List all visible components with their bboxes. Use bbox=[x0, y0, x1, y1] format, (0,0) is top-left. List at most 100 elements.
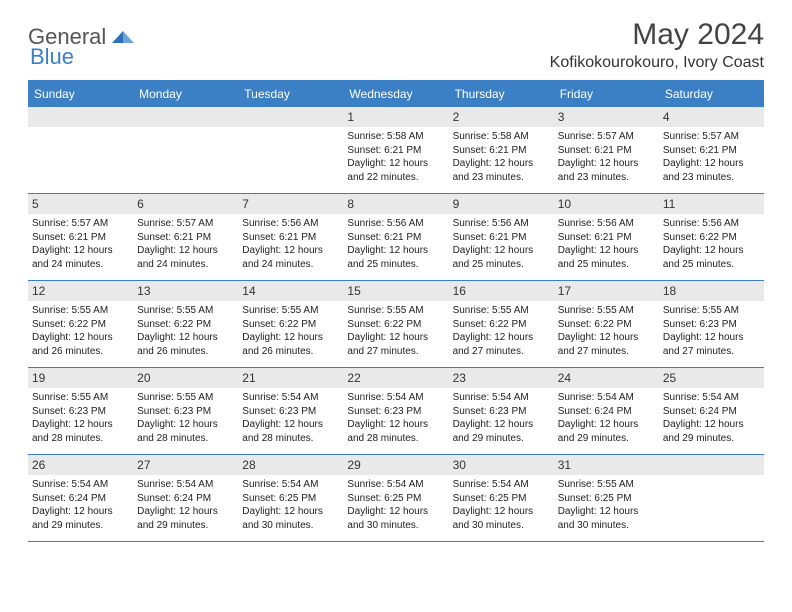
day-number: 22 bbox=[343, 368, 448, 388]
sunrise-line: Sunrise: 5:55 AM bbox=[558, 304, 655, 318]
sunset-line: Sunset: 6:23 PM bbox=[32, 405, 129, 419]
sunrise-line: Sunrise: 5:55 AM bbox=[32, 391, 129, 405]
day-cell: 7Sunrise: 5:56 AMSunset: 6:21 PMDaylight… bbox=[238, 194, 343, 280]
sunset-line: Sunset: 6:22 PM bbox=[242, 318, 339, 332]
day-number: 29 bbox=[343, 455, 448, 475]
sunset-line: Sunset: 6:22 PM bbox=[32, 318, 129, 332]
day-number: 28 bbox=[238, 455, 343, 475]
daylight-line: Daylight: 12 hours and 23 minutes. bbox=[663, 157, 760, 184]
daylight-line: Daylight: 12 hours and 26 minutes. bbox=[32, 331, 129, 358]
sunrise-line: Sunrise: 5:54 AM bbox=[347, 478, 444, 492]
sunset-line: Sunset: 6:22 PM bbox=[558, 318, 655, 332]
sunrise-line: Sunrise: 5:57 AM bbox=[663, 130, 760, 144]
daylight-line: Daylight: 12 hours and 30 minutes. bbox=[347, 505, 444, 532]
sunrise-line: Sunrise: 5:54 AM bbox=[137, 478, 234, 492]
day-number: 7 bbox=[238, 194, 343, 214]
day-cell: 19Sunrise: 5:55 AMSunset: 6:23 PMDayligh… bbox=[28, 368, 133, 454]
day-number: 9 bbox=[449, 194, 554, 214]
sunrise-line: Sunrise: 5:57 AM bbox=[558, 130, 655, 144]
sunrise-line: Sunrise: 5:56 AM bbox=[347, 217, 444, 231]
sunset-line: Sunset: 6:22 PM bbox=[137, 318, 234, 332]
sunrise-line: Sunrise: 5:55 AM bbox=[347, 304, 444, 318]
day-number bbox=[659, 455, 764, 475]
day-cell: 1Sunrise: 5:58 AMSunset: 6:21 PMDaylight… bbox=[343, 107, 448, 193]
day-cell: 29Sunrise: 5:54 AMSunset: 6:25 PMDayligh… bbox=[343, 455, 448, 541]
daylight-line: Daylight: 12 hours and 28 minutes. bbox=[137, 418, 234, 445]
day-cell: 28Sunrise: 5:54 AMSunset: 6:25 PMDayligh… bbox=[238, 455, 343, 541]
day-cell: 18Sunrise: 5:55 AMSunset: 6:23 PMDayligh… bbox=[659, 281, 764, 367]
day-number: 3 bbox=[554, 107, 659, 127]
day-cell bbox=[238, 107, 343, 193]
day-cell bbox=[133, 107, 238, 193]
sunrise-line: Sunrise: 5:54 AM bbox=[242, 478, 339, 492]
sunrise-line: Sunrise: 5:56 AM bbox=[663, 217, 760, 231]
day-cell: 22Sunrise: 5:54 AMSunset: 6:23 PMDayligh… bbox=[343, 368, 448, 454]
daylight-line: Daylight: 12 hours and 29 minutes. bbox=[558, 418, 655, 445]
sunrise-line: Sunrise: 5:54 AM bbox=[453, 391, 550, 405]
sunrise-line: Sunrise: 5:54 AM bbox=[558, 391, 655, 405]
weekday-header: Saturday bbox=[659, 82, 764, 107]
sunrise-line: Sunrise: 5:54 AM bbox=[663, 391, 760, 405]
day-cell: 20Sunrise: 5:55 AMSunset: 6:23 PMDayligh… bbox=[133, 368, 238, 454]
day-number: 24 bbox=[554, 368, 659, 388]
brand-word-2: Blue bbox=[30, 44, 74, 70]
day-number: 6 bbox=[133, 194, 238, 214]
day-cell: 14Sunrise: 5:55 AMSunset: 6:22 PMDayligh… bbox=[238, 281, 343, 367]
sunset-line: Sunset: 6:24 PM bbox=[663, 405, 760, 419]
sunrise-line: Sunrise: 5:55 AM bbox=[137, 391, 234, 405]
daylight-line: Daylight: 12 hours and 30 minutes. bbox=[453, 505, 550, 532]
day-cell: 30Sunrise: 5:54 AMSunset: 6:25 PMDayligh… bbox=[449, 455, 554, 541]
sunrise-line: Sunrise: 5:57 AM bbox=[137, 217, 234, 231]
daylight-line: Daylight: 12 hours and 25 minutes. bbox=[347, 244, 444, 271]
day-cell: 9Sunrise: 5:56 AMSunset: 6:21 PMDaylight… bbox=[449, 194, 554, 280]
daylight-line: Daylight: 12 hours and 27 minutes. bbox=[558, 331, 655, 358]
day-cell: 23Sunrise: 5:54 AMSunset: 6:23 PMDayligh… bbox=[449, 368, 554, 454]
day-number: 31 bbox=[554, 455, 659, 475]
location-label: Kofikokourokouro, Ivory Coast bbox=[550, 54, 764, 72]
weekday-header: Friday bbox=[554, 82, 659, 107]
sunrise-line: Sunrise: 5:55 AM bbox=[32, 304, 129, 318]
sunrise-line: Sunrise: 5:54 AM bbox=[453, 478, 550, 492]
sunrise-line: Sunrise: 5:56 AM bbox=[558, 217, 655, 231]
sunset-line: Sunset: 6:22 PM bbox=[347, 318, 444, 332]
day-cell: 11Sunrise: 5:56 AMSunset: 6:22 PMDayligh… bbox=[659, 194, 764, 280]
sunrise-line: Sunrise: 5:58 AM bbox=[347, 130, 444, 144]
day-cell: 27Sunrise: 5:54 AMSunset: 6:24 PMDayligh… bbox=[133, 455, 238, 541]
week-row: 5Sunrise: 5:57 AMSunset: 6:21 PMDaylight… bbox=[28, 194, 764, 281]
calendar-grid: SundayMondayTuesdayWednesdayThursdayFrid… bbox=[28, 80, 764, 542]
day-number: 11 bbox=[659, 194, 764, 214]
sunset-line: Sunset: 6:23 PM bbox=[663, 318, 760, 332]
sunrise-line: Sunrise: 5:55 AM bbox=[663, 304, 760, 318]
daylight-line: Daylight: 12 hours and 27 minutes. bbox=[663, 331, 760, 358]
day-cell: 15Sunrise: 5:55 AMSunset: 6:22 PMDayligh… bbox=[343, 281, 448, 367]
day-number: 16 bbox=[449, 281, 554, 301]
day-cell: 8Sunrise: 5:56 AMSunset: 6:21 PMDaylight… bbox=[343, 194, 448, 280]
sunset-line: Sunset: 6:24 PM bbox=[558, 405, 655, 419]
day-cell: 5Sunrise: 5:57 AMSunset: 6:21 PMDaylight… bbox=[28, 194, 133, 280]
day-cell: 6Sunrise: 5:57 AMSunset: 6:21 PMDaylight… bbox=[133, 194, 238, 280]
week-row: 26Sunrise: 5:54 AMSunset: 6:24 PMDayligh… bbox=[28, 455, 764, 542]
day-number: 23 bbox=[449, 368, 554, 388]
daylight-line: Daylight: 12 hours and 30 minutes. bbox=[242, 505, 339, 532]
day-number: 8 bbox=[343, 194, 448, 214]
week-row: 1Sunrise: 5:58 AMSunset: 6:21 PMDaylight… bbox=[28, 107, 764, 194]
sunrise-line: Sunrise: 5:57 AM bbox=[32, 217, 129, 231]
daylight-line: Daylight: 12 hours and 29 minutes. bbox=[32, 505, 129, 532]
daylight-line: Daylight: 12 hours and 26 minutes. bbox=[242, 331, 339, 358]
week-row: 12Sunrise: 5:55 AMSunset: 6:22 PMDayligh… bbox=[28, 281, 764, 368]
day-number: 12 bbox=[28, 281, 133, 301]
daylight-line: Daylight: 12 hours and 27 minutes. bbox=[453, 331, 550, 358]
daylight-line: Daylight: 12 hours and 29 minutes. bbox=[663, 418, 760, 445]
day-cell: 21Sunrise: 5:54 AMSunset: 6:23 PMDayligh… bbox=[238, 368, 343, 454]
sunrise-line: Sunrise: 5:58 AM bbox=[453, 130, 550, 144]
day-number: 30 bbox=[449, 455, 554, 475]
sunset-line: Sunset: 6:21 PM bbox=[663, 144, 760, 158]
sunset-line: Sunset: 6:25 PM bbox=[558, 492, 655, 506]
daylight-line: Daylight: 12 hours and 24 minutes. bbox=[137, 244, 234, 271]
daylight-line: Daylight: 12 hours and 25 minutes. bbox=[663, 244, 760, 271]
daylight-line: Daylight: 12 hours and 25 minutes. bbox=[558, 244, 655, 271]
sunrise-line: Sunrise: 5:56 AM bbox=[453, 217, 550, 231]
day-cell: 12 Sunrise: 5:55 AMSunset: 6:22 PMDayligh… bbox=[28, 281, 133, 367]
day-cell: 3Sunrise: 5:57 AMSunset: 6:21 PMDaylight… bbox=[554, 107, 659, 193]
sunset-line: Sunset: 6:23 PM bbox=[242, 405, 339, 419]
